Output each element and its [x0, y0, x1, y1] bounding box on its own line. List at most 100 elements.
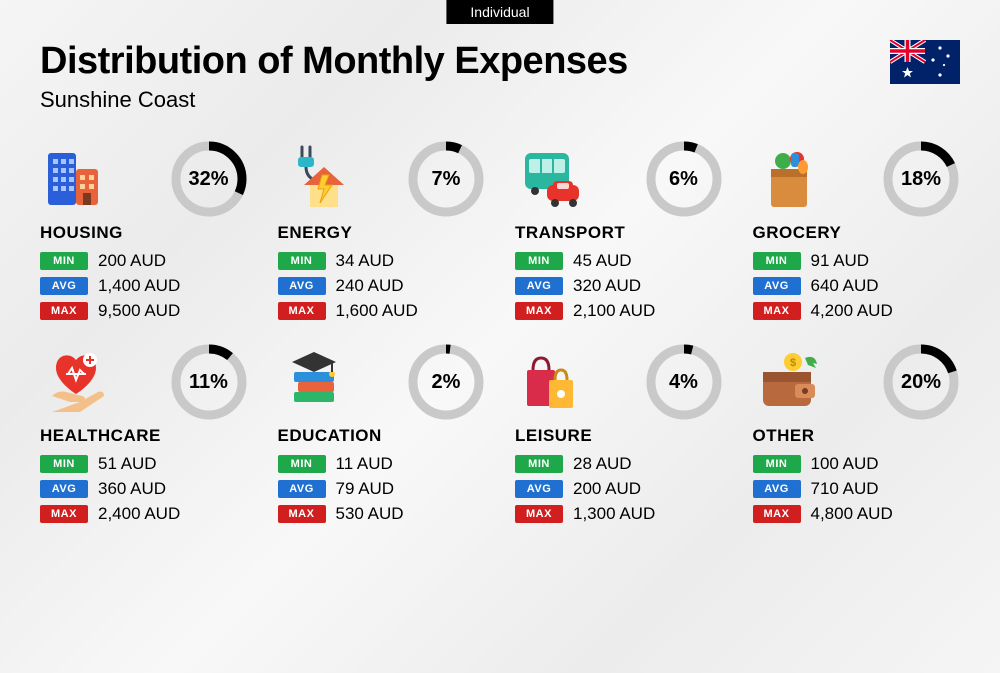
max-row: MAX 530 AUD: [278, 504, 486, 524]
category-card: 32% HOUSING MIN 200 AUD AVG 1,400 AUD MA…: [40, 143, 248, 326]
max-badge: MAX: [40, 302, 88, 320]
avg-value: 1,400 AUD: [98, 276, 180, 296]
bus-car-icon: [515, 143, 587, 215]
min-value: 34 AUD: [336, 251, 395, 271]
category-card: 4% LEISURE MIN 28 AUD AVG 200 AUD MAX 1,…: [515, 346, 723, 529]
category-name: GROCERY: [753, 223, 961, 243]
category-name: EDUCATION: [278, 426, 486, 446]
avg-badge: AVG: [278, 480, 326, 498]
min-badge: MIN: [40, 455, 88, 473]
max-badge: MAX: [278, 505, 326, 523]
australia-flag-icon: [890, 40, 960, 84]
max-value: 1,600 AUD: [336, 301, 418, 321]
min-value: 28 AUD: [573, 454, 632, 474]
category-name: ENERGY: [278, 223, 486, 243]
min-badge: MIN: [515, 252, 563, 270]
min-row: MIN 200 AUD: [40, 251, 248, 271]
min-badge: MIN: [753, 252, 801, 270]
avg-row: AVG 79 AUD: [278, 479, 486, 499]
max-badge: MAX: [40, 505, 88, 523]
category-card: 7% ENERGY MIN 34 AUD AVG 240 AUD MAX 1,6…: [278, 143, 486, 326]
category-name: OTHER: [753, 426, 961, 446]
min-badge: MIN: [278, 252, 326, 270]
min-row: MIN 51 AUD: [40, 454, 248, 474]
avg-badge: AVG: [515, 277, 563, 295]
min-value: 45 AUD: [573, 251, 632, 271]
avg-badge: AVG: [515, 480, 563, 498]
page-subtitle: Sunshine Coast: [40, 87, 960, 113]
avg-value: 79 AUD: [336, 479, 395, 499]
grad-books-icon: [278, 346, 350, 418]
percentage-value: 6%: [645, 140, 723, 218]
min-badge: MIN: [515, 455, 563, 473]
max-badge: MAX: [515, 302, 563, 320]
min-badge: MIN: [278, 455, 326, 473]
min-row: MIN 28 AUD: [515, 454, 723, 474]
avg-value: 200 AUD: [573, 479, 641, 499]
category-card: 6% TRANSPORT MIN 45 AUD AVG 320 AUD MAX …: [515, 143, 723, 326]
avg-badge: AVG: [753, 480, 801, 498]
avg-badge: AVG: [40, 277, 88, 295]
max-value: 1,300 AUD: [573, 504, 655, 524]
max-value: 2,400 AUD: [98, 504, 180, 524]
percentage-donut: 6%: [645, 140, 723, 218]
percentage-donut: 20%: [882, 343, 960, 421]
max-row: MAX 4,800 AUD: [753, 504, 961, 524]
avg-value: 710 AUD: [811, 479, 879, 499]
min-value: 200 AUD: [98, 251, 166, 271]
avg-badge: AVG: [278, 277, 326, 295]
page-title: Distribution of Monthly Expenses: [40, 40, 960, 83]
min-row: MIN 11 AUD: [278, 454, 486, 474]
avg-badge: AVG: [753, 277, 801, 295]
max-row: MAX 2,100 AUD: [515, 301, 723, 321]
avg-value: 240 AUD: [336, 276, 404, 296]
min-value: 51 AUD: [98, 454, 157, 474]
avg-row: AVG 640 AUD: [753, 276, 961, 296]
max-row: MAX 1,300 AUD: [515, 504, 723, 524]
percentage-value: 20%: [882, 343, 960, 421]
svg-text:$: $: [789, 357, 795, 369]
avg-badge: AVG: [40, 480, 88, 498]
grocery-bag-icon: [753, 143, 825, 215]
category-card: 2% EDUCATION MIN 11 AUD AVG 79 AUD MAX 5…: [278, 346, 486, 529]
max-row: MAX 1,600 AUD: [278, 301, 486, 321]
buildings-icon: [40, 143, 112, 215]
max-value: 2,100 AUD: [573, 301, 655, 321]
max-value: 4,200 AUD: [811, 301, 893, 321]
category-name: TRANSPORT: [515, 223, 723, 243]
min-value: 100 AUD: [811, 454, 879, 474]
avg-row: AVG 360 AUD: [40, 479, 248, 499]
percentage-value: 4%: [645, 343, 723, 421]
shopping-bags-icon: [515, 346, 587, 418]
max-value: 4,800 AUD: [811, 504, 893, 524]
max-badge: MAX: [278, 302, 326, 320]
max-badge: MAX: [753, 505, 801, 523]
percentage-donut: 32%: [170, 140, 248, 218]
max-row: MAX 4,200 AUD: [753, 301, 961, 321]
min-badge: MIN: [40, 252, 88, 270]
avg-value: 360 AUD: [98, 479, 166, 499]
avg-value: 320 AUD: [573, 276, 641, 296]
category-name: LEISURE: [515, 426, 723, 446]
category-card: 18% GROCERY MIN 91 AUD AVG 640 AUD MAX 4…: [753, 143, 961, 326]
min-row: MIN 91 AUD: [753, 251, 961, 271]
wallet-icon: $: [753, 346, 825, 418]
percentage-donut: 11%: [170, 343, 248, 421]
percentage-value: 7%: [407, 140, 485, 218]
min-badge: MIN: [753, 455, 801, 473]
max-row: MAX 2,400 AUD: [40, 504, 248, 524]
percentage-donut: 4%: [645, 343, 723, 421]
min-value: 11 AUD: [336, 454, 393, 474]
min-value: 91 AUD: [811, 251, 870, 271]
category-name: HOUSING: [40, 223, 248, 243]
percentage-donut: 7%: [407, 140, 485, 218]
category-card: 11% HEALTHCARE MIN 51 AUD AVG 360 AUD MA…: [40, 346, 248, 529]
max-badge: MAX: [515, 505, 563, 523]
category-card: $ 20% OTHER MIN 100 AUD AVG 710 AUD MAX …: [753, 346, 961, 529]
avg-value: 640 AUD: [811, 276, 879, 296]
percentage-donut: 2%: [407, 343, 485, 421]
percentage-value: 11%: [170, 343, 248, 421]
percentage-donut: 18%: [882, 140, 960, 218]
max-value: 530 AUD: [336, 504, 404, 524]
max-row: MAX 9,500 AUD: [40, 301, 248, 321]
